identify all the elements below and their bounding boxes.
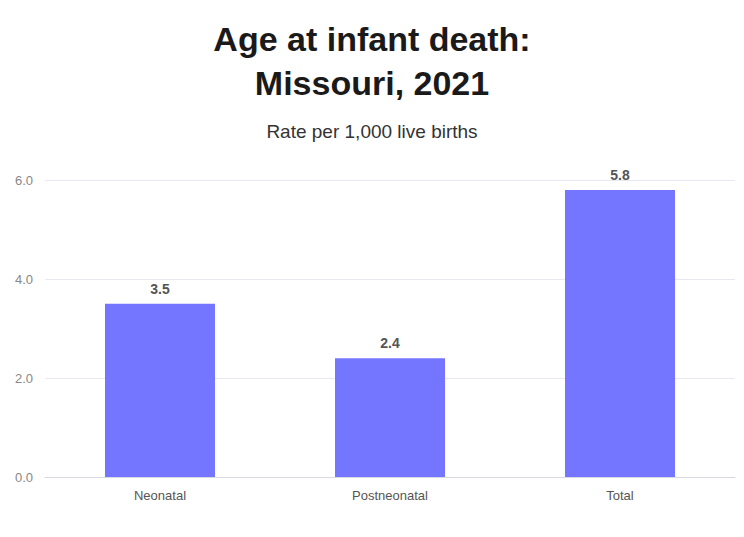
svg-text:Neonatal: Neonatal bbox=[134, 488, 186, 503]
svg-text:Age at infant death:: Age at infant death: bbox=[213, 20, 530, 58]
svg-text:3.5: 3.5 bbox=[150, 281, 170, 297]
svg-text:2.4: 2.4 bbox=[380, 335, 400, 351]
svg-text:4.0: 4.0 bbox=[15, 272, 33, 287]
svg-text:6.0: 6.0 bbox=[15, 173, 33, 188]
svg-text:Rate per 1,000 live births: Rate per 1,000 live births bbox=[266, 121, 477, 142]
svg-text:Total: Total bbox=[606, 488, 634, 503]
svg-text:5.8: 5.8 bbox=[610, 167, 630, 183]
svg-text:0.0: 0.0 bbox=[15, 470, 33, 485]
svg-text:2.0: 2.0 bbox=[15, 371, 33, 386]
svg-text:Missouri, 2021: Missouri, 2021 bbox=[255, 64, 489, 102]
svg-text:Postneonatal: Postneonatal bbox=[352, 488, 428, 503]
